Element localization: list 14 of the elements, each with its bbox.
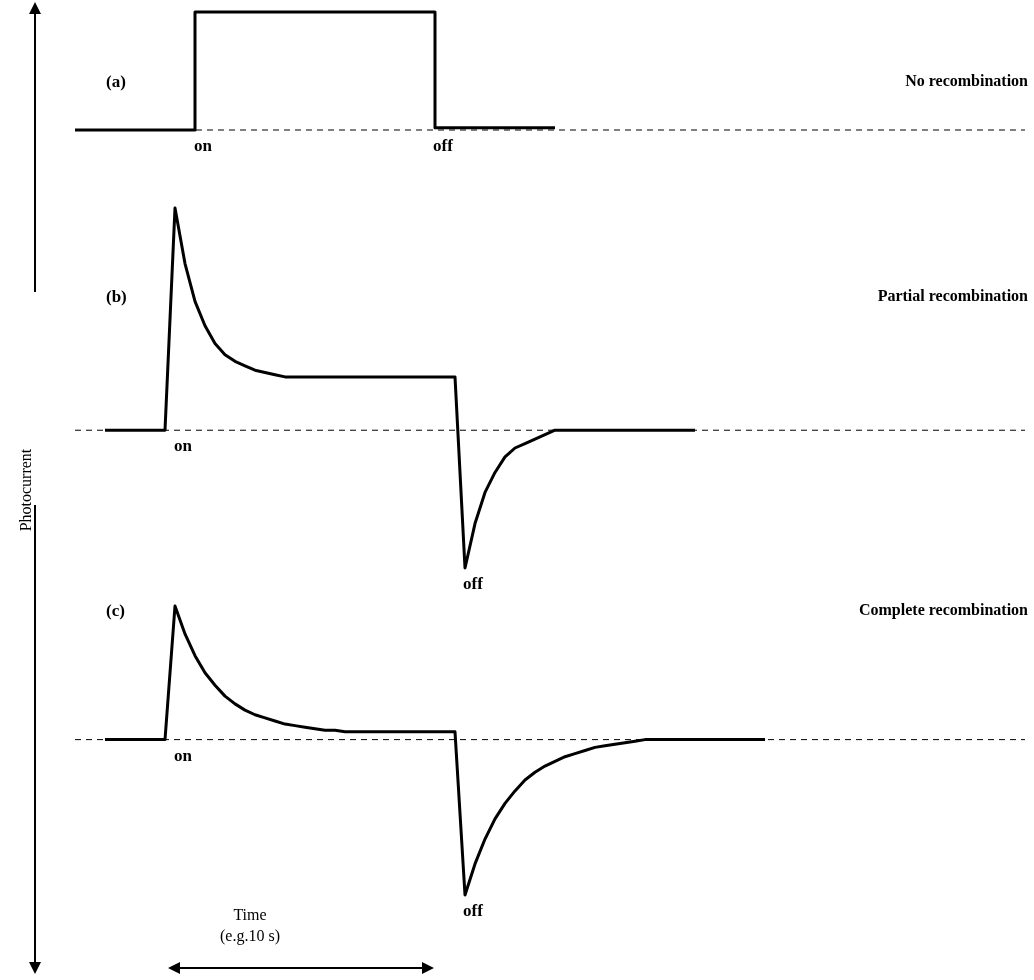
- chart-title: (c): [106, 601, 125, 621]
- text: Partial recombination: [877, 287, 1028, 305]
- annotation: on: [174, 745, 193, 765]
- text: No recombination: [905, 72, 1028, 90]
- x-axis-title: Time (e.g.10 s): [220, 905, 280, 946]
- text: off: [463, 573, 484, 593]
- text: on: [194, 135, 213, 155]
- text: off: [433, 135, 454, 155]
- y-axis-title: Photocurrent: [17, 448, 35, 532]
- chart-subtitle: Complete recombination: [858, 601, 1028, 619]
- text: off: [463, 900, 484, 920]
- text: (a): [106, 72, 126, 92]
- annotation: on: [174, 436, 193, 456]
- text: (b): [106, 287, 127, 307]
